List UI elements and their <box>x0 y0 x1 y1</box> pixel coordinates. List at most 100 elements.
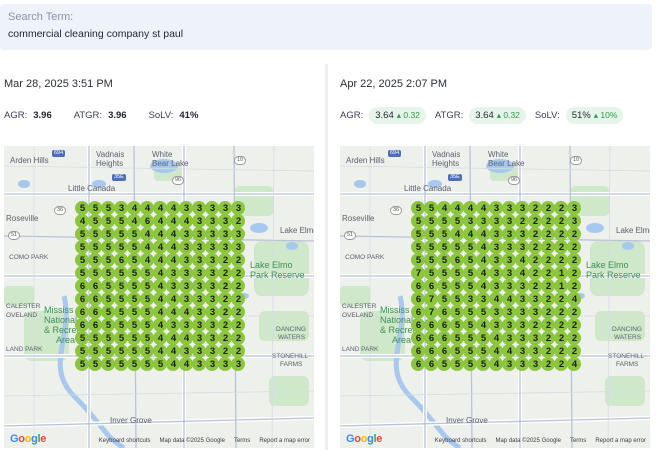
rank-cell[interactable]: 3 <box>489 227 503 241</box>
rank-cell[interactable]: 3 <box>502 214 516 228</box>
rank-cell[interactable]: 3 <box>463 292 477 306</box>
rank-cell[interactable]: 3 <box>205 292 219 306</box>
rank-cell[interactable]: 3 <box>489 253 503 267</box>
rank-cell[interactable]: 5 <box>450 318 464 332</box>
rank-cell[interactable]: 5 <box>101 357 115 371</box>
rank-cell[interactable]: 5 <box>437 266 451 280</box>
rank-cell[interactable]: 5 <box>424 240 438 254</box>
rank-cell[interactable]: 2 <box>528 201 542 215</box>
rank-cell[interactable]: 6 <box>411 279 425 293</box>
rank-cell[interactable]: 4 <box>153 318 167 332</box>
rank-cell[interactable]: 4 <box>166 292 180 306</box>
rank-cell[interactable]: 4 <box>567 292 581 306</box>
rank-cell[interactable]: 5 <box>463 240 477 254</box>
rank-cell[interactable]: 5 <box>140 344 154 358</box>
rank-cell[interactable]: 3 <box>166 279 180 293</box>
rank-cell[interactable]: 2 <box>231 266 245 280</box>
rank-cell[interactable]: 6 <box>424 357 438 371</box>
rank-cell[interactable]: 3 <box>218 357 232 371</box>
rank-cell[interactable]: 5 <box>88 331 102 345</box>
rank-cell[interactable]: 3 <box>179 292 193 306</box>
rank-cell[interactable]: 5 <box>88 266 102 280</box>
rank-cell[interactable]: 5 <box>437 279 451 293</box>
rank-cell[interactable]: 5 <box>101 279 115 293</box>
rank-cell[interactable]: 2 <box>231 253 245 267</box>
rank-cell[interactable]: 4 <box>476 253 490 267</box>
rank-cell[interactable]: 5 <box>463 318 477 332</box>
rank-cell[interactable]: 5 <box>476 305 490 319</box>
rank-cell[interactable]: 6 <box>88 305 102 319</box>
rank-cell[interactable]: 3 <box>218 201 232 215</box>
rank-cell[interactable]: 3 <box>218 214 232 228</box>
rank-cell[interactable]: 4 <box>153 344 167 358</box>
rank-cell[interactable]: 3 <box>515 279 529 293</box>
rank-cell[interactable]: 5 <box>450 266 464 280</box>
rank-cell[interactable]: 3 <box>192 344 206 358</box>
rank-cell[interactable]: 3 <box>515 227 529 241</box>
rank-cell[interactable]: 3 <box>218 227 232 241</box>
rank-cell[interactable]: 2 <box>528 318 542 332</box>
rank-cell[interactable]: 5 <box>75 331 89 345</box>
rank-cell[interactable]: 3 <box>502 318 516 332</box>
rank-cell[interactable]: 6 <box>411 292 425 306</box>
rank-cell[interactable]: 3 <box>502 227 516 241</box>
rank-cell[interactable]: 3 <box>502 357 516 371</box>
rank-cell[interactable]: 5 <box>101 253 115 267</box>
rank-cell[interactable]: 2 <box>567 253 581 267</box>
rank-cell[interactable]: 4 <box>179 214 193 228</box>
rank-cell[interactable]: 4 <box>179 357 193 371</box>
rank-cell[interactable]: 4 <box>489 331 503 345</box>
rank-cell[interactable]: 3 <box>205 266 219 280</box>
rank-cell[interactable]: 3 <box>205 201 219 215</box>
rank-cell[interactable]: 5 <box>101 318 115 332</box>
rank-cell[interactable]: 4 <box>463 227 477 241</box>
rank-cell[interactable]: 4 <box>153 279 167 293</box>
rank-cell[interactable]: 6 <box>75 292 89 306</box>
rank-cell[interactable]: 4 <box>450 201 464 215</box>
rank-cell[interactable]: 2 <box>541 201 555 215</box>
rank-cell[interactable]: 5 <box>437 357 451 371</box>
rank-cell[interactable]: 2 <box>554 214 568 228</box>
rank-cell[interactable]: 5 <box>88 357 102 371</box>
rank-cell[interactable]: 3 <box>205 240 219 254</box>
rank-cell[interactable]: 5 <box>450 305 464 319</box>
rank-cell[interactable]: 5 <box>75 240 89 254</box>
rank-cell[interactable]: 5 <box>101 292 115 306</box>
rank-cell[interactable]: 2 <box>541 266 555 280</box>
terms-link[interactable]: Terms <box>569 438 587 444</box>
rank-cell[interactable]: 5 <box>101 227 115 241</box>
rank-cell[interactable]: 5 <box>411 201 425 215</box>
rank-cell[interactable]: 4 <box>153 331 167 345</box>
rank-cell[interactable]: 3 <box>231 201 245 215</box>
rank-cell[interactable]: 6 <box>424 344 438 358</box>
rank-cell[interactable]: 5 <box>463 331 477 345</box>
rank-cell[interactable]: 3 <box>515 305 529 319</box>
rank-cell[interactable]: 4 <box>476 266 490 280</box>
rank-cell[interactable]: 5 <box>127 253 141 267</box>
rank-cell[interactable]: 2 <box>528 253 542 267</box>
rank-cell[interactable]: 5 <box>140 357 154 371</box>
rank-cell[interactable]: 3 <box>179 227 193 241</box>
rank-cell[interactable]: 2 <box>541 318 555 332</box>
rank-cell[interactable]: 3 <box>489 318 503 332</box>
rank-cell[interactable]: 1 <box>554 279 568 293</box>
rank-cell[interactable]: 2 <box>218 253 232 267</box>
rank-cell[interactable]: 3 <box>502 305 516 319</box>
rank-cell[interactable]: 3 <box>166 266 180 280</box>
rank-cell[interactable]: 2 <box>528 240 542 254</box>
rank-cell[interactable]: 5 <box>75 253 89 267</box>
rank-cell[interactable]: 4 <box>153 292 167 306</box>
rank-cell[interactable]: 3 <box>192 357 206 371</box>
rank-cell[interactable]: 3 <box>114 201 128 215</box>
rank-cell[interactable]: 5 <box>101 266 115 280</box>
rank-cell[interactable]: 4 <box>127 214 141 228</box>
rank-cell[interactable]: 5 <box>101 331 115 345</box>
rank-cell[interactable]: 3 <box>179 279 193 293</box>
rank-cell[interactable]: 3 <box>515 331 529 345</box>
rank-cell[interactable]: 5 <box>424 214 438 228</box>
rank-cell[interactable]: 2 <box>541 331 555 345</box>
rank-cell[interactable]: 3 <box>502 266 516 280</box>
rank-cell[interactable]: 5 <box>114 344 128 358</box>
rank-cell[interactable]: 6 <box>411 357 425 371</box>
rank-cell[interactable]: 4 <box>140 227 154 241</box>
